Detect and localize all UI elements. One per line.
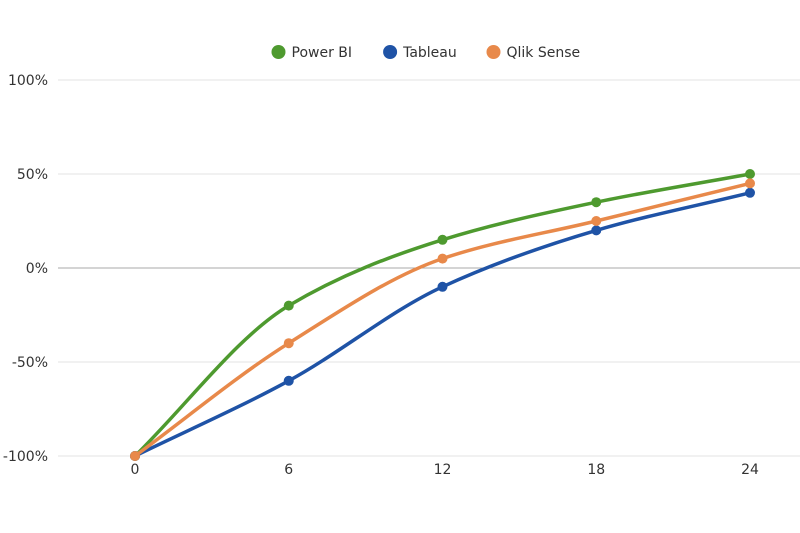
legend: Power BI Tableau Qlik Sense (271, 45, 581, 61)
data-point-tableau-18[interactable] (591, 225, 602, 236)
series-power-bi (130, 169, 755, 461)
data-point-tableau-6[interactable] (283, 375, 294, 386)
legend-marker-power-bi (271, 45, 286, 59)
grid-layer (58, 79, 800, 457)
legend-label-tableau: Tableau (402, 45, 457, 61)
y-tick-label-100: 100% (8, 73, 48, 89)
x-axis-ticks: 0 6 12 18 24 (131, 462, 759, 478)
series-layer (130, 169, 755, 461)
legend-label-qlik-sense: Qlik Sense (507, 45, 581, 61)
data-point-power-bi-18[interactable] (591, 197, 602, 208)
y-tick-label-0: 0% (26, 261, 48, 277)
y-tick-label-minus-100: -100% (3, 449, 48, 465)
data-point-qlik-sense-18[interactable] (591, 216, 602, 226)
data-point-tableau-24[interactable] (745, 187, 755, 198)
y-tick-label-50: 50% (17, 167, 48, 183)
y-axis-ticks: -100% -50% 0% 50% 100% (3, 73, 48, 465)
data-point-power-bi-12[interactable] (437, 234, 448, 245)
legend-item-tableau[interactable]: Tableau (383, 45, 457, 61)
x-tick-label-6: 6 (284, 462, 293, 478)
series-qlik-sense (130, 178, 755, 461)
legend-item-power-bi[interactable]: Power BI (271, 45, 353, 61)
data-point-power-bi-24[interactable] (745, 169, 755, 179)
data-point-power-bi-6[interactable] (283, 300, 294, 311)
x-tick-label-18: 18 (587, 462, 605, 478)
x-tick-label-12: 12 (434, 462, 452, 478)
series-line-qlik-sense (133, 181, 752, 458)
data-point-qlik-sense-24[interactable] (745, 178, 755, 189)
series-line-tableau (133, 191, 752, 458)
data-point-qlik-sense-6[interactable] (283, 338, 294, 349)
y-tick-label-minus-50: -50% (12, 355, 48, 371)
data-point-qlik-sense-0[interactable] (130, 451, 140, 461)
legend-item-qlik-sense[interactable]: Qlik Sense (486, 45, 581, 61)
data-point-tableau-12[interactable] (437, 281, 448, 292)
legend-marker-tableau (383, 45, 398, 59)
series-tableau (130, 187, 755, 461)
legend-label-power-bi: Power BI (292, 45, 353, 61)
data-point-qlik-sense-12[interactable] (437, 253, 448, 264)
x-tick-label-0: 0 (131, 462, 140, 478)
legend-marker-qlik-sense (486, 45, 501, 59)
x-tick-label-24: 24 (741, 462, 759, 478)
